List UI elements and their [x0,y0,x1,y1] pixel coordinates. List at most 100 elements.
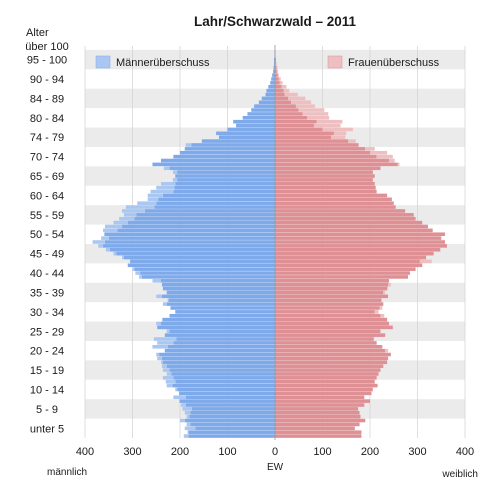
female-surplus-bar-age-84 [298,108,325,112]
female-bar-age-22 [275,348,386,353]
age-label-2: 10 - 14 [30,384,64,396]
age-label-4: 20 - 24 [30,346,64,358]
male-bar-age-65 [175,181,275,186]
male-bar-age-7 [191,407,275,411]
male-bar-age-71 [161,158,275,163]
male-bar-age-5 [189,414,275,419]
female-surplus-bar-age-80 [313,123,341,128]
male-bar-age-96 [274,61,275,66]
x-tick-label-1: 300 [123,446,141,458]
male-bar-age-21 [159,352,275,357]
male-surplus-bar-age-60 [137,201,157,205]
male-bar-age-47 [116,251,275,256]
male-bar-age-0 [188,434,275,438]
male-bar-age-94 [273,69,275,74]
female-bar-age-5 [275,414,361,419]
female-bar-age-65 [275,181,375,186]
male-surplus-bar-age-10 [173,395,186,400]
male-bar-age-85 [254,104,275,108]
female-bar-age-56 [275,216,416,221]
male-bar-age-92 [271,77,275,81]
legend-female-surplus-label: Frauenüberschuss [348,57,440,69]
male-bar-age-93 [272,73,275,77]
x-tick-label-0: 400 [76,446,94,458]
female-bar-age-81 [275,119,317,124]
female-surplus-bar-age-91 [279,81,283,85]
female-bar-age-25 [275,337,374,341]
female-bar-age-20 [275,356,389,361]
female-bar-age-43 [275,267,416,271]
male-bar-age-67 [175,174,275,178]
male-bar-age-25 [176,337,275,341]
x-tick-label-8: 400 [456,446,474,458]
male-bar-age-14 [175,379,275,384]
male-bar-age-9 [180,399,275,403]
female-surplus-bar-age-78 [333,131,347,136]
male-surplus-bar-age-59 [125,205,155,209]
male-bar-age-26 [164,333,275,337]
male-bar-age-56 [134,216,275,221]
male-surplus-bar-age-2 [184,426,196,431]
female-bar-age-83 [275,112,303,116]
female-bar-age-68 [275,170,373,174]
female-bar-age-48 [275,247,441,252]
male-surplus-bar-age-75 [185,143,192,147]
female-bar-age-72 [275,154,377,159]
male-bar-age-55 [127,220,275,225]
male-bar-age-34 [166,302,275,306]
female-surplus-bar-age-71 [389,158,395,163]
male-bar-age-77 [218,135,275,139]
male-surplus-bar-age-4 [180,418,185,423]
female-surplus-bar-age-76 [348,139,356,143]
female-bar-age-58 [275,209,406,213]
female-surplus-bar-age-22 [385,348,389,353]
female-bar-age-59 [275,205,396,209]
female-surplus-bar-age-79 [322,127,353,132]
male-surplus-bar-age-46 [122,255,124,260]
male-bar-age-4 [184,418,275,423]
female-bar-age-40 [275,279,389,283]
male-bar-age-95 [273,65,275,70]
age-label-19: 95 - 100 [27,55,67,67]
male-surplus-bar-age-43 [132,267,135,271]
female-bar-age-78 [275,131,334,136]
age-label-0: unter 5 [30,423,64,435]
female-bar-age-31 [275,313,381,318]
male-surplus-bar-age-14 [165,379,176,384]
male-bar-age-70 [152,162,275,167]
male-surplus-bar-age-64 [156,185,175,190]
male-bar-age-28 [157,325,275,330]
male-surplus-bar-age-3 [186,422,191,427]
male-bar-age-16 [171,372,275,376]
male-bar-age-18 [166,364,275,368]
female-surplus-bar-age-87 [288,96,306,101]
male-bar-age-43 [134,267,275,271]
male-bar-age-27 [169,329,275,334]
female-bar-age-47 [275,251,434,256]
female-bar-age-85 [275,104,296,108]
male-bar-age-63 [173,189,275,194]
male-surplus-bar-age-1 [187,430,189,434]
female-bar-age-16 [275,372,379,376]
male-surplus-bar-age-50 [92,240,105,244]
female-bar-age-46 [275,255,427,260]
female-bar-age-90 [275,84,282,89]
male-surplus-bar-age-36 [156,294,162,299]
male-bar-age-30 [162,317,275,322]
female-bar-age-44 [275,263,423,268]
male-bar-age-29 [161,321,275,326]
female-bar-age-14 [275,379,375,384]
male-bar-age-87 [261,96,275,101]
female-bar-age-1 [275,430,362,434]
female-bar-age-82 [275,116,308,120]
legend-male-surplus-swatch [95,55,111,69]
male-bar-age-38 [162,286,275,291]
female-bar-age-13 [275,383,378,388]
female-surplus-bar-age-77 [331,135,346,139]
male-surplus-bar-age-65 [161,181,176,186]
y-axis-title: Alter [26,27,49,39]
age-label-6: 30 - 34 [30,307,64,319]
female-bar-age-54 [275,224,428,229]
male-bar-age-51 [108,236,275,240]
male-bar-age-45 [130,259,275,264]
